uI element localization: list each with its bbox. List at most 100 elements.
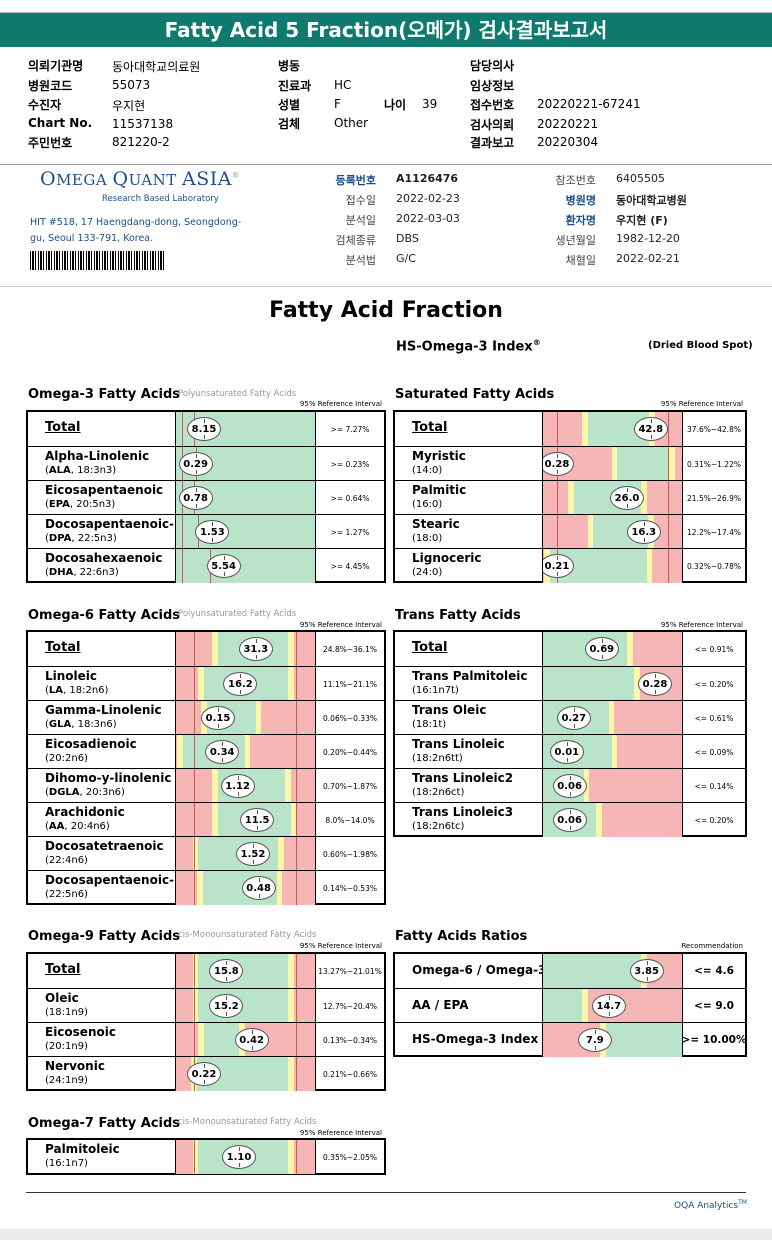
result-value-marker: 15.2 (209, 994, 244, 1018)
result-value-marker: 14.7 (591, 994, 626, 1018)
reference-range: <= 0.91% (694, 644, 734, 654)
yellow-zone (611, 447, 618, 481)
limit-line (194, 735, 196, 769)
footer-tm: TM (738, 1199, 747, 1206)
result-bar: 15.2 (176, 989, 316, 1023)
yellow-zone (596, 803, 602, 837)
reference-range: 0.21%~0.66% (323, 1069, 377, 1079)
header-label: 담당의사 (470, 59, 515, 73)
result-row: Stearic (18:0) 16.3 12.2%~17.4% (395, 514, 745, 549)
limit-line (194, 989, 196, 1023)
result-label: Trans Linoleic (18:2n6tt) (395, 735, 543, 769)
reference-range: 0.70%~1.87% (323, 781, 377, 791)
yellow-zone (288, 1057, 294, 1091)
result-row: Total 15.8 13.27%~21.01% (28, 954, 384, 988)
yellow-zone (582, 412, 588, 446)
result-row: Docosapentaenoic-n6 (22:5n6) 0.48 0.14%~0.5… (28, 870, 384, 905)
green-zone (204, 1023, 239, 1057)
header-label: 성별 (278, 98, 301, 112)
header-label: 검사의뢰 (470, 118, 515, 132)
info-label: 검체종류 (335, 234, 376, 247)
result-row: Trans Palmitoleic (16:1n7t) 0.28 <= 0.20% (395, 666, 745, 701)
header-label: 나이 (384, 98, 407, 112)
header-value: HC (334, 78, 352, 92)
reference-range: >= 1.27% (330, 527, 370, 537)
green-zone (543, 667, 634, 701)
yellow-zone (278, 837, 284, 871)
limit-line (181, 515, 183, 549)
result-label: Nervonic (24:1n9) (28, 1057, 176, 1091)
header-value: 동아대학교의료원 (112, 60, 201, 74)
reference-range: 21.5%~26.9% (687, 493, 741, 503)
reference-range: 8.0%~14.0% (325, 815, 375, 825)
analyte-abbrev: GLA (48, 719, 72, 730)
analyte-formula: (22:5n6) (45, 889, 88, 900)
analyte-abbrev: AA (48, 821, 65, 832)
result-label: HS-Omega-3 Index (395, 1023, 543, 1057)
yellow-zone (288, 989, 294, 1023)
analyte-formula: , 18:3n6) (71, 719, 117, 730)
limit-line (194, 769, 196, 803)
result-value-marker: 0.06 (552, 774, 587, 798)
analyte-name: AA / EPA (412, 998, 469, 1012)
limit-line (296, 1057, 298, 1091)
result-value-marker: 0.42 (234, 1028, 269, 1052)
result-row: Myristic (14:0) 0.28 0.31%~1.22% (395, 446, 745, 481)
trans-reference-header: 95% Reference Interval (660, 621, 743, 629)
green-zone (617, 447, 669, 481)
reference-range: <= 0.09% (694, 747, 734, 757)
result-bar: 15.8 (176, 954, 316, 988)
limit-line (194, 632, 196, 666)
yellow-zone (568, 481, 574, 515)
result-row: Total 8.15 >= 7.27% (28, 412, 384, 446)
info-divider (0, 286, 772, 287)
header-value: Other (334, 116, 369, 130)
reference-range: <= 0.20% (694, 815, 734, 825)
result-bar: 16.2 (176, 667, 316, 701)
result-bar: 0.06 (543, 769, 683, 803)
reference-range: 0.20%~0.44% (323, 747, 377, 757)
green-zone (176, 549, 315, 583)
logo-asia: ASIA (181, 168, 232, 190)
limit-line (296, 735, 298, 769)
yellow-zone (285, 769, 291, 803)
result-row: Total 42.8 37.6%~42.8% (395, 412, 745, 446)
header-label: 결과보고 (470, 136, 515, 150)
saturated-section-title: Saturated Fatty Acids (395, 387, 555, 402)
saturated-reference-header: 95% Reference Interval (660, 400, 743, 408)
yellow-zone (627, 632, 633, 666)
reference-range: 0.14%~0.53% (323, 883, 377, 893)
analyte-name: Oleic (45, 991, 79, 1005)
analyte-code: (EPA, 20:5n3) (45, 499, 115, 510)
info-value: 2022-02-23 (396, 192, 460, 205)
analyte-formula: (20:1n9) (45, 1041, 88, 1052)
limit-line (194, 954, 196, 988)
yellow-zone (212, 803, 218, 837)
header-divider (0, 164, 772, 165)
limit-line (181, 412, 183, 446)
result-value-marker: 26.0 (610, 486, 644, 510)
lab-logo: OMEGA QUANT ASIA® (40, 168, 239, 190)
result-row: Linoleic (LA, 18:2n6) 16.2 11.1%~21.1% (28, 666, 384, 701)
result-row: Trans Linoleic3 (18:2n6tc) 0.06 <= 0.20% (395, 802, 745, 837)
result-value-marker: 11.5 (240, 808, 275, 832)
green-zone (543, 954, 641, 988)
analyte-formula: (24:1n9) (45, 1075, 88, 1086)
reference-range: 0.31%~1.22% (687, 459, 741, 469)
result-value-marker: 7.9 (577, 1028, 612, 1052)
result-bar: 1.52 (176, 837, 316, 871)
result-label: Eicosenoic (20:1n9) (28, 1023, 176, 1057)
result-row: Oleic (18:1n9) 15.2 12.7%~20.4% (28, 988, 384, 1023)
result-value-marker: 8.15 (187, 417, 221, 441)
analyte-name: Trans Palmitoleic (412, 669, 528, 683)
analyte-abbrev: DHA (48, 567, 74, 578)
result-value-marker: 0.48 (241, 876, 276, 900)
page-bottom-band (0, 1229, 772, 1240)
ratios-section-title: Fatty Acids Ratios (395, 929, 528, 944)
result-bar: 1.10 (176, 1140, 316, 1174)
result-label: Total (395, 632, 543, 666)
footer-brand-text: OQA Analytics (674, 1201, 739, 1211)
result-value-marker: 1.53 (195, 520, 230, 544)
result-row: Eicosadienoic (20:2n6) 0.34 0.20%~0.44% (28, 734, 384, 769)
green-zone (543, 989, 583, 1023)
